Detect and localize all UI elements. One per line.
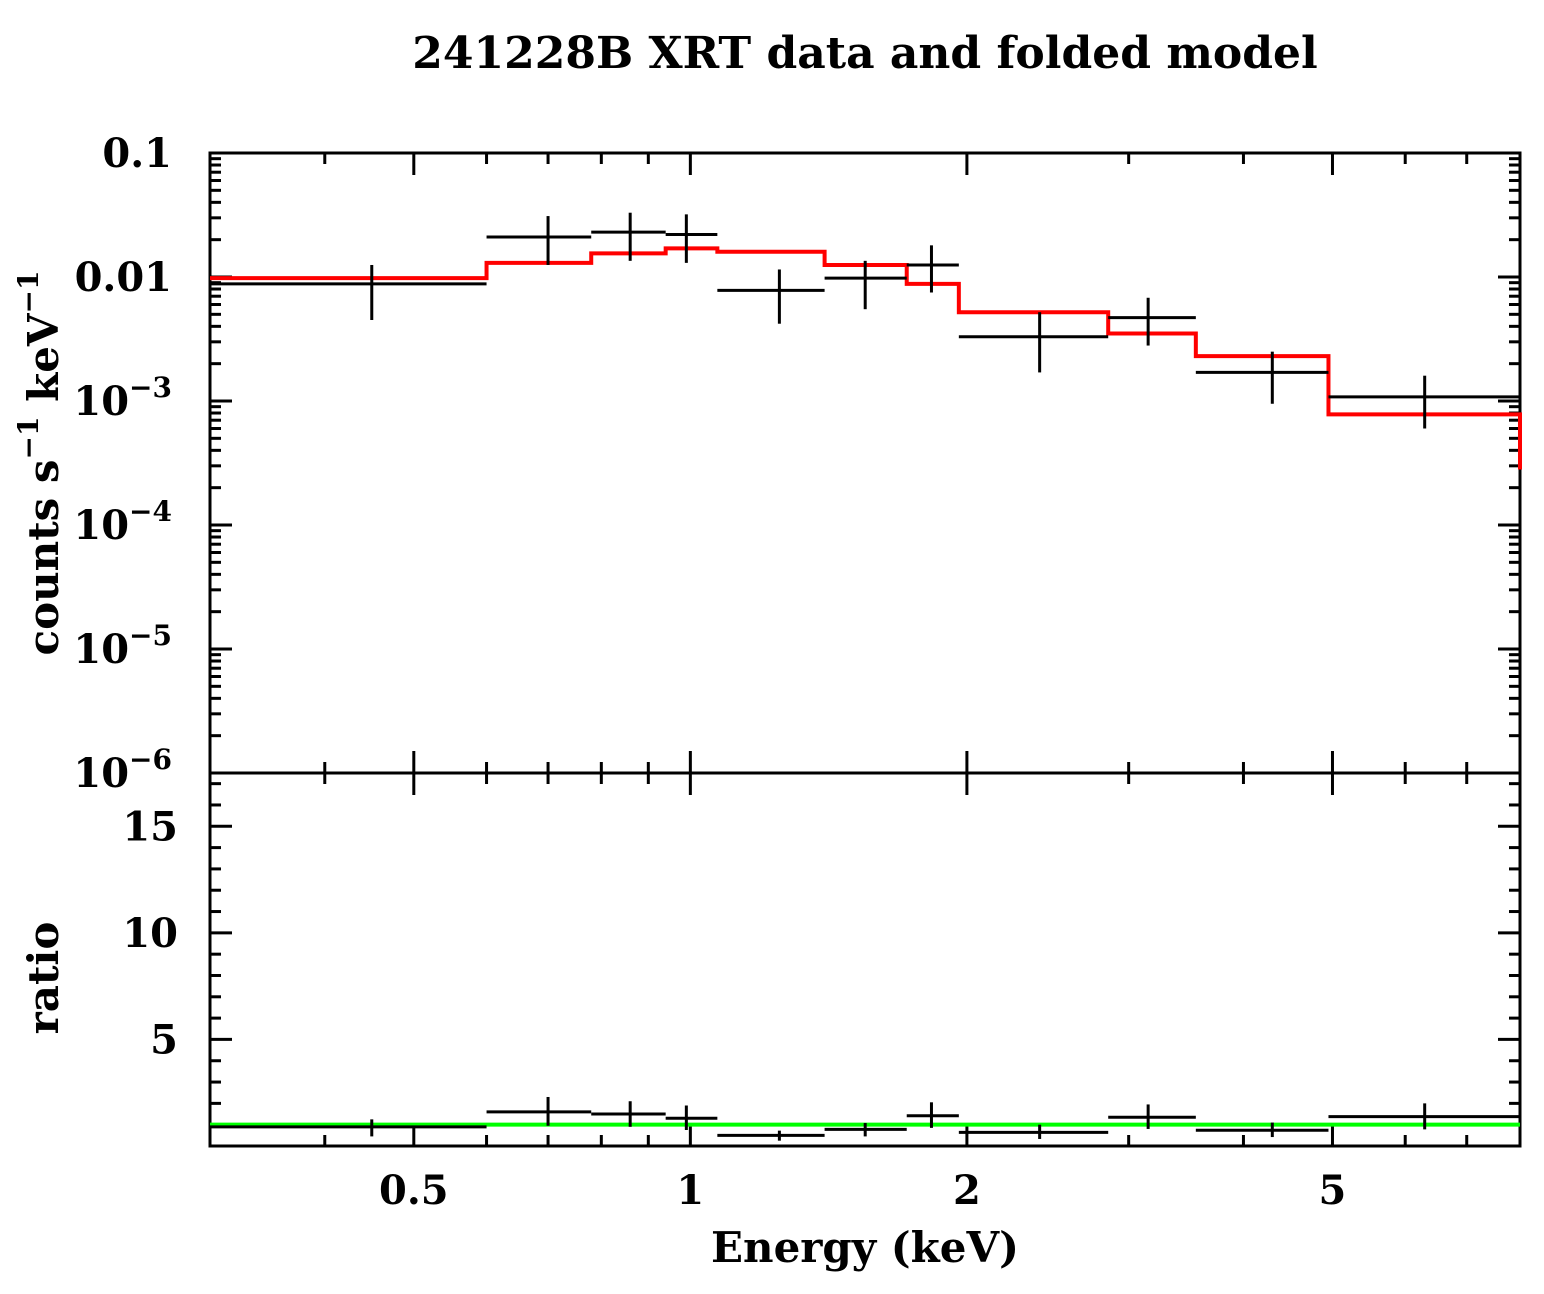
x-tick-label: 1 <box>676 1167 704 1214</box>
ylabel-exponent-2: −1 <box>12 271 45 314</box>
y-tick-label: 0.1 <box>102 130 172 177</box>
ylabel-mid: keV <box>19 312 68 416</box>
y-tick-label-exponent: −5 <box>129 619 172 652</box>
chart-title: 241228B XRT data and folded model <box>412 28 1317 79</box>
ratio-panel: 5 10 15 ratio <box>19 771 1522 1148</box>
ratio-panel-frame <box>208 771 1522 1148</box>
y-tick-label-base: 10 <box>73 378 129 425</box>
y-tick-label: 10−4 <box>73 495 172 549</box>
ratio-y-axis-label: ratio <box>19 922 68 1035</box>
ylabel-exponent-1: −1 <box>12 417 45 460</box>
y-tick-label: 10−5 <box>73 619 172 673</box>
x-tick-label: 0.5 <box>379 1167 449 1214</box>
ratio-y-tick-labels: 5 10 15 <box>122 803 178 1063</box>
x-axis-label: Energy (keV) <box>711 1223 1019 1272</box>
y-tick-label-exponent: −6 <box>129 743 172 776</box>
y-tick-label-exponent: −3 <box>129 371 172 404</box>
ratio-y-tick-label: 10 <box>122 910 178 957</box>
x-tick-label: 2 <box>953 1167 981 1214</box>
y-tick-label: 10−6 <box>73 743 172 797</box>
x-tick-labels: 0.5 1 2 5 <box>379 1167 1346 1214</box>
x-tick-label: 5 <box>1319 1167 1347 1214</box>
y-tick-label-base: 10 <box>73 626 129 673</box>
y-tick-label: 0.01 <box>75 254 172 301</box>
y-tick-label-base: 10 <box>73 750 129 797</box>
ylabel-base: counts s <box>19 459 68 655</box>
y-tick-label-base: 10 <box>73 502 129 549</box>
y-tick-label-exponent: −4 <box>129 495 172 528</box>
ratio-data-series <box>210 1096 1520 1141</box>
ratio-y-tick-label: 5 <box>150 1016 178 1063</box>
spectrum-data-series <box>210 212 1520 429</box>
ratio-y-tick-label: 15 <box>122 803 178 850</box>
spectrum-y-axis-label: counts s−1 keV−1 <box>12 271 68 656</box>
y-tick-label: 10−3 <box>73 371 172 425</box>
